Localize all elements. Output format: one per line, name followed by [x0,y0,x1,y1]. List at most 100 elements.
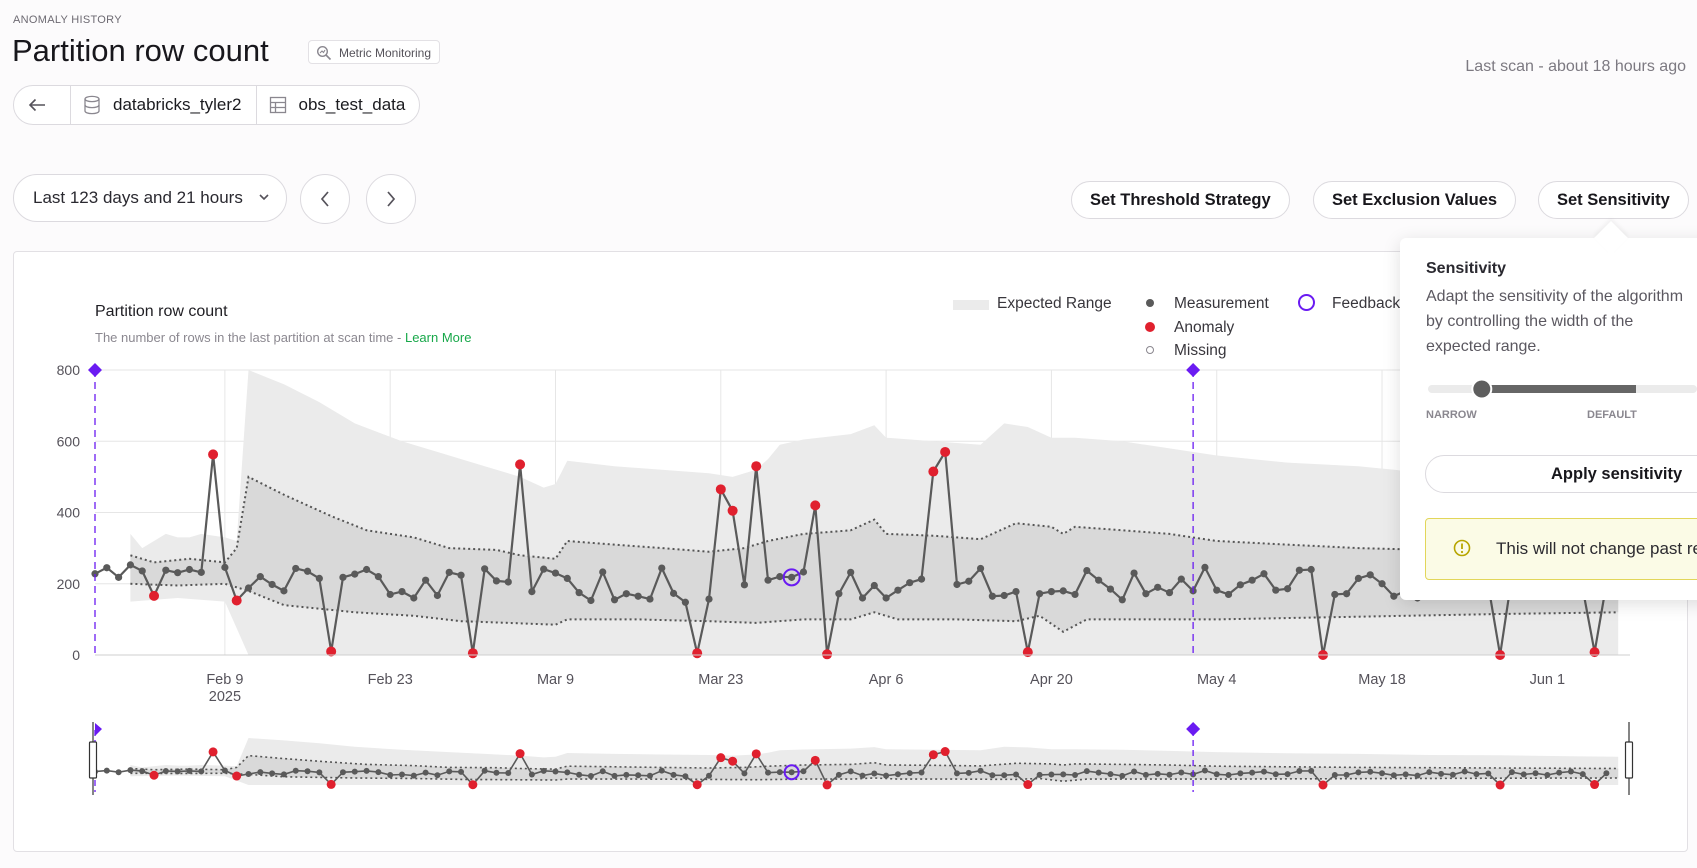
measurement-point [315,574,323,583]
set-sensitivity-button[interactable]: Set Sensitivity [1538,181,1689,219]
measurement-point [847,568,855,576]
date-range-value: Last 123 days and 21 hours [33,188,243,207]
previous-range-button[interactable] [300,174,350,224]
measurement-point [1177,575,1185,583]
anomaly-point [751,461,762,472]
page-title: Partition row count [12,33,269,68]
measurement-point [835,590,843,598]
brush-right-handle[interactable] [1624,741,1634,779]
measurement-point [410,594,418,602]
measurement-point [988,592,996,600]
learn-more-link[interactable]: Learn More [404,330,472,345]
measurement-point [646,595,654,603]
measurement-point [623,771,630,778]
brush-left-handle[interactable] [88,741,98,779]
narrow-label: NARROW [1426,409,1477,421]
legend-expected-range: Expected Range [997,295,1112,312]
set-threshold-strategy-button[interactable]: Set Threshold Strategy [1071,181,1290,219]
measurement-point [858,594,867,602]
measurement-point [610,596,619,604]
measurement-point [399,771,405,778]
measurement-point [1532,770,1539,777]
anomaly-point [208,449,219,460]
measurement-point [434,772,441,779]
anomaly-point [715,484,726,495]
set-exclusion-values-button[interactable]: Set Exclusion Values [1313,181,1517,219]
slider-thumb[interactable] [1471,378,1493,400]
measurement-point [221,767,228,774]
next-range-button[interactable] [366,174,416,224]
measurement-point [1083,768,1090,775]
measurement-point [1060,771,1067,778]
measurement-point [292,564,300,573]
magnifier-chart-icon [316,45,332,61]
measurement-point [422,769,429,776]
breadcrumb: databricks_tyler2 obs_test_data [13,85,421,125]
measurement-point [504,578,512,586]
measurement-point [1000,591,1008,600]
event-marker-diamond [88,363,102,377]
measurement-point [965,769,972,776]
chart-title: Partition row count [95,303,228,320]
measurement-point [138,567,146,575]
legend-missing: Missing [1174,342,1227,359]
x-tick-label: Mar 9 [537,672,574,688]
measurement-point [198,768,205,775]
measurement-point [918,769,925,776]
measurement-point [646,772,653,779]
measurement-point [859,772,866,779]
measurement-point [776,573,784,581]
measurement-point [1224,590,1233,599]
measurement-point [1012,587,1020,596]
measurement-point [1567,768,1574,775]
measurement-point [1508,769,1515,776]
measurement-point [883,772,890,779]
measurement-point [115,573,123,581]
measurement-point [1449,771,1456,778]
y-tick-label: 600 [57,433,81,449]
anomaly-point [940,747,950,757]
apply-sensitivity-button[interactable]: Apply sensitivity [1425,455,1697,493]
anomaly-point [231,595,242,606]
measurement-point [1272,586,1280,594]
measurement-point [847,768,854,775]
breadcrumb-database[interactable]: databricks_tyler2 [70,86,256,124]
sensitivity-slider[interactable] [1420,374,1697,404]
measurement-point [162,566,170,574]
measurement-point [599,568,607,576]
chevron-right-icon [387,191,396,207]
tag-label: Metric Monitoring [339,46,432,60]
measurement-point [257,769,264,776]
sensitivity-title: Sensitivity [1426,260,1507,277]
arrow-left-icon [28,98,45,112]
back-button[interactable] [14,86,70,124]
measurement-point [540,565,548,573]
measurement-point [576,771,583,778]
date-range-select[interactable]: Last 123 days and 21 hours [13,174,287,222]
measurement-point [1119,772,1126,779]
measurement-point [776,769,783,776]
metric-monitoring-tag: Metric Monitoring [308,40,441,64]
anomaly-point [728,756,738,766]
measurement-point [126,561,135,569]
measurement-point [162,768,169,775]
measurement-point [375,769,382,776]
measurement-point [1390,772,1397,779]
measurement-point [587,596,595,605]
measurement-point [304,768,311,775]
measurement-point [1130,569,1138,577]
measurement-point [1154,770,1161,777]
breadcrumb-table[interactable]: obs_test_data [255,86,420,124]
anomaly-point [1318,780,1328,790]
anomaly-point [751,749,761,759]
measurement-point [1343,771,1350,778]
measurement-point [493,769,500,776]
measurement-point [139,768,146,775]
measurement-point [528,771,535,778]
measurement-point [362,565,371,574]
measurement-point [658,767,665,774]
measurement-point [91,570,99,578]
legend-anomaly: Anomaly [1174,319,1235,336]
sensitivity-description: Adapt the sensitivity of the algorithm b… [1426,288,1684,355]
